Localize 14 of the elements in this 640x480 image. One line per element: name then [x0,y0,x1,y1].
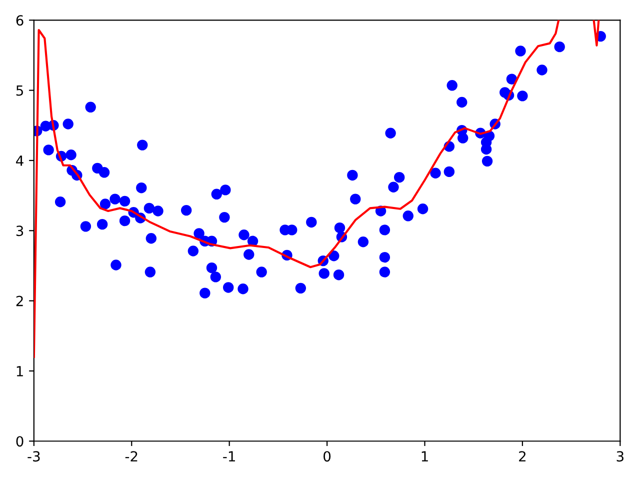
y-tick-label: 5 [16,85,23,96]
x-tick-label: 0 [324,451,331,462]
x-tick-label: 2 [519,451,526,462]
x-tick-label: -1 [223,451,235,462]
y-tick-label: 1 [16,366,23,376]
y-tick-label: 6 [16,15,24,26]
y-tick-label: 4 [16,156,24,166]
x-tick-label: -3 [28,451,40,462]
x-tick-label: 1 [422,451,428,462]
y-tick-label: 0 [16,436,24,447]
x-tick-label: -2 [125,451,138,462]
y-tick-label: 3 [16,226,24,236]
x-tick-label: 3 [616,451,624,462]
y-tick-label: 2 [16,296,23,306]
